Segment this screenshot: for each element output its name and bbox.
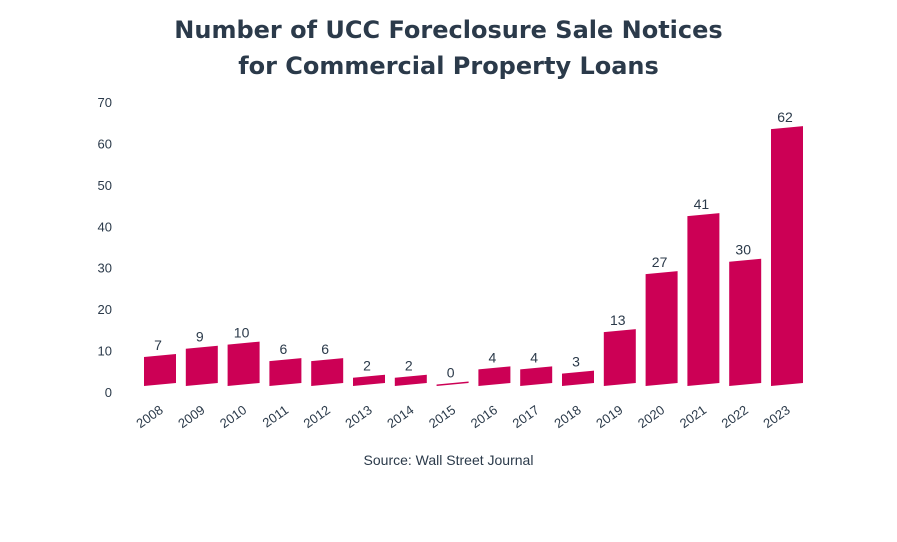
- x-tick-label-2022: 2022: [719, 402, 751, 431]
- bar-2010: [227, 341, 260, 386]
- y-tick-label: 10: [98, 344, 112, 359]
- x-tick-label-2019: 2019: [593, 402, 625, 431]
- x-tick-label-2020: 2020: [635, 402, 667, 431]
- data-label-2020: 27: [652, 254, 668, 270]
- y-tick-label: 40: [98, 219, 112, 234]
- data-label-2018: 3: [572, 354, 580, 370]
- x-tick-label-2021: 2021: [677, 402, 709, 431]
- bar-2019: [603, 329, 636, 386]
- x-tick-label-2023: 2023: [760, 402, 792, 431]
- data-label-2017: 4: [530, 349, 538, 365]
- bar-2018: [562, 370, 594, 386]
- data-label-2019: 13: [610, 312, 626, 328]
- data-label-2014: 2: [405, 358, 413, 374]
- bar-2022: [729, 258, 762, 386]
- chart-title: Number of UCC Foreclosure Sale Notices f…: [0, 12, 897, 84]
- bar-2009: [185, 345, 218, 386]
- x-tick-label-2017: 2017: [510, 402, 542, 431]
- data-label-2010: 10: [234, 325, 250, 341]
- x-tick-label-2014: 2014: [384, 402, 416, 431]
- x-tick-label-2010: 2010: [217, 402, 249, 431]
- x-tick-label-2018: 2018: [551, 402, 583, 431]
- bars: [144, 126, 803, 387]
- data-label-2021: 41: [694, 196, 710, 212]
- data-label-2013: 2: [363, 358, 371, 374]
- x-tick-label-2008: 2008: [133, 402, 165, 431]
- bar-2011: [269, 358, 302, 386]
- bar-2017: [520, 366, 553, 386]
- data-label-2009: 9: [196, 329, 204, 345]
- data-label-2015: 0: [447, 365, 455, 381]
- data-label-2016: 4: [489, 349, 497, 365]
- y-tick-label: 60: [98, 136, 112, 151]
- bar-2020: [645, 271, 678, 386]
- y-axis: 0 10 20 30 40 50 60 70: [98, 95, 112, 400]
- x-tick-label-2013: 2013: [342, 402, 374, 431]
- x-tick-label-2009: 2009: [175, 402, 207, 431]
- bar-2021: [687, 213, 720, 386]
- y-tick-label: 0: [105, 385, 112, 400]
- x-tick-label-2012: 2012: [301, 402, 333, 431]
- data-label-2008: 7: [154, 337, 162, 353]
- chart-title-line-1: Number of UCC Foreclosure Sale Notices: [174, 16, 723, 44]
- bar-2023: [771, 126, 803, 387]
- x-axis: 2008 2009 2010 2011 2012 2013 2014 2015 2016 2017…: [133, 402, 792, 431]
- bar-2008: [144, 354, 176, 386]
- bar-2015: [436, 381, 469, 386]
- data-label-2011: 6: [280, 341, 288, 357]
- data-label-2022: 30: [735, 242, 751, 258]
- bar-2012: [311, 358, 344, 386]
- bar-2013: [353, 374, 385, 386]
- bar-2014: [394, 374, 427, 386]
- y-tick-label: 30: [98, 261, 112, 276]
- y-tick-label: 20: [98, 302, 112, 317]
- x-tick-label-2016: 2016: [468, 402, 500, 431]
- chart-title-line-2: for Commercial Property Loans: [238, 52, 659, 80]
- y-tick-label: 50: [98, 178, 112, 193]
- data-label-2023: 62: [777, 109, 793, 125]
- source-note: Source: Wall Street Journal: [363, 452, 534, 468]
- x-tick-label-2015: 2015: [426, 402, 458, 431]
- y-tick-label: 70: [98, 95, 112, 110]
- x-tick-label-2011: 2011: [260, 402, 292, 430]
- data-label-2012: 6: [321, 341, 329, 357]
- bar-2016: [478, 366, 511, 386]
